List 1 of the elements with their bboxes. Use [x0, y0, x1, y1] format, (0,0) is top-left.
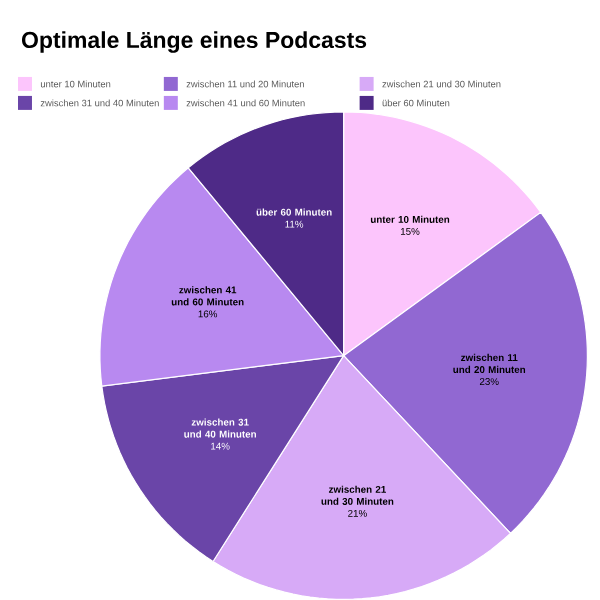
chart-title: Optimale Länge eines Podcasts [22, 31, 367, 53]
